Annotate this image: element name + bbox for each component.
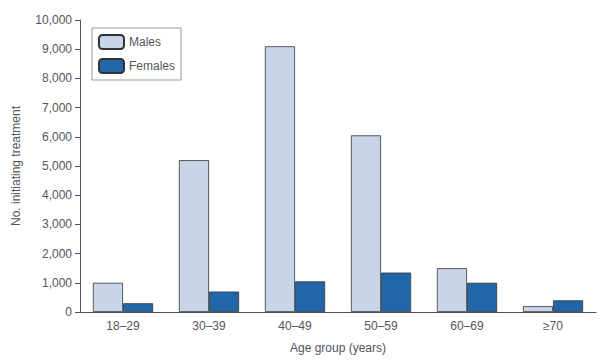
svg-text:50–59: 50–59 <box>364 319 398 333</box>
svg-text:7,000: 7,000 <box>42 101 72 115</box>
svg-text:4,000: 4,000 <box>42 188 72 202</box>
svg-text:10,000: 10,000 <box>35 13 72 27</box>
svg-text:Females: Females <box>129 59 175 73</box>
svg-text:Males: Males <box>129 35 161 49</box>
svg-text:No. initiating treatment: No. initiating treatment <box>9 105 23 226</box>
svg-text:≥70: ≥70 <box>543 319 563 333</box>
svg-text:30–39: 30–39 <box>192 319 226 333</box>
svg-text:3,000: 3,000 <box>42 217 72 231</box>
svg-text:Age group (years): Age group (years) <box>290 341 386 355</box>
svg-text:5,000: 5,000 <box>42 159 72 173</box>
svg-text:9,000: 9,000 <box>42 42 72 56</box>
svg-text:0: 0 <box>65 305 72 319</box>
svg-text:1,000: 1,000 <box>42 276 72 290</box>
svg-text:18–29: 18–29 <box>106 319 140 333</box>
svg-text:40–49: 40–49 <box>278 319 312 333</box>
svg-text:2,000: 2,000 <box>42 247 72 261</box>
svg-text:8,000: 8,000 <box>42 71 72 85</box>
svg-text:6,000: 6,000 <box>42 130 72 144</box>
svg-text:60–69: 60–69 <box>450 319 484 333</box>
